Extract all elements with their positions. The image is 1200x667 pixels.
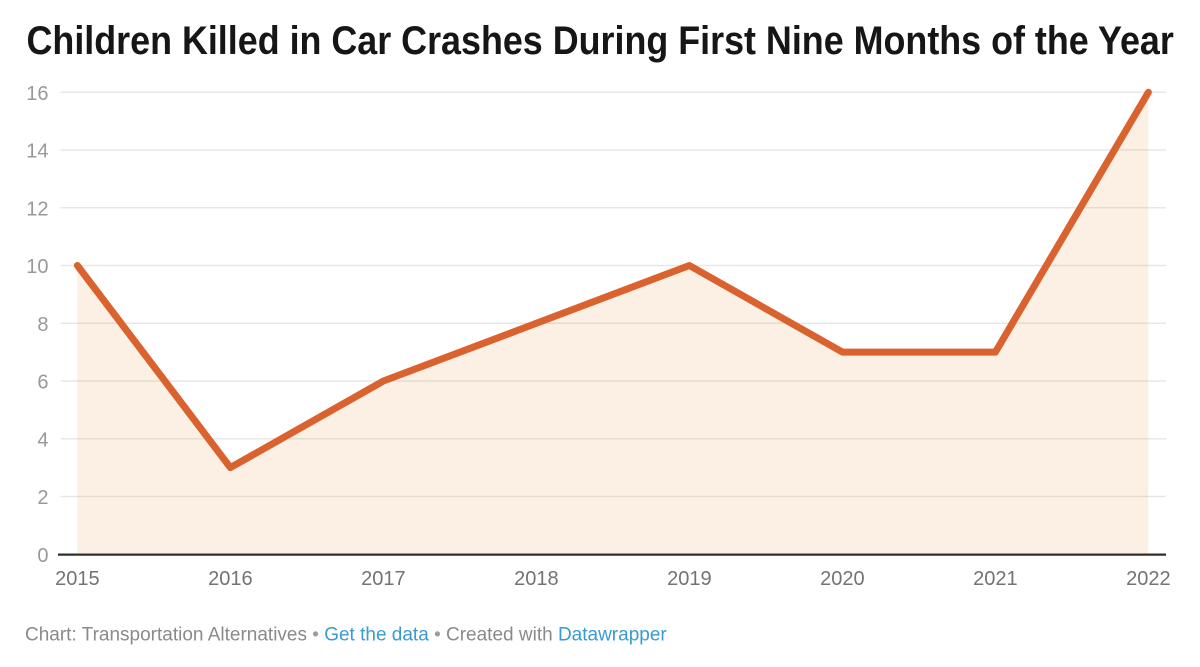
svg-text:2022: 2022 (1126, 568, 1171, 590)
svg-text:12: 12 (26, 199, 48, 221)
svg-text:2: 2 (37, 487, 48, 509)
svg-text:2016: 2016 (208, 568, 253, 590)
svg-text:6: 6 (37, 372, 48, 394)
svg-text:0: 0 (37, 545, 48, 567)
svg-text:8: 8 (37, 314, 48, 336)
svg-text:Children Killed in Car Crashes: Children Killed in Car Crashes During Fi… (27, 19, 1175, 63)
svg-text:2019: 2019 (667, 568, 712, 590)
svg-text:10: 10 (26, 256, 48, 278)
svg-text:Chart: Transportation Alternat: Chart: Transportation Alternatives • Get… (25, 624, 667, 645)
svg-text:2021: 2021 (973, 568, 1018, 590)
svg-text:2017: 2017 (361, 568, 406, 590)
svg-text:2020: 2020 (820, 568, 865, 590)
svg-text:4: 4 (37, 430, 48, 452)
svg-text:16: 16 (26, 83, 48, 105)
svg-text:2018: 2018 (514, 568, 559, 590)
svg-text:2015: 2015 (55, 568, 100, 590)
svg-text:14: 14 (26, 141, 48, 163)
